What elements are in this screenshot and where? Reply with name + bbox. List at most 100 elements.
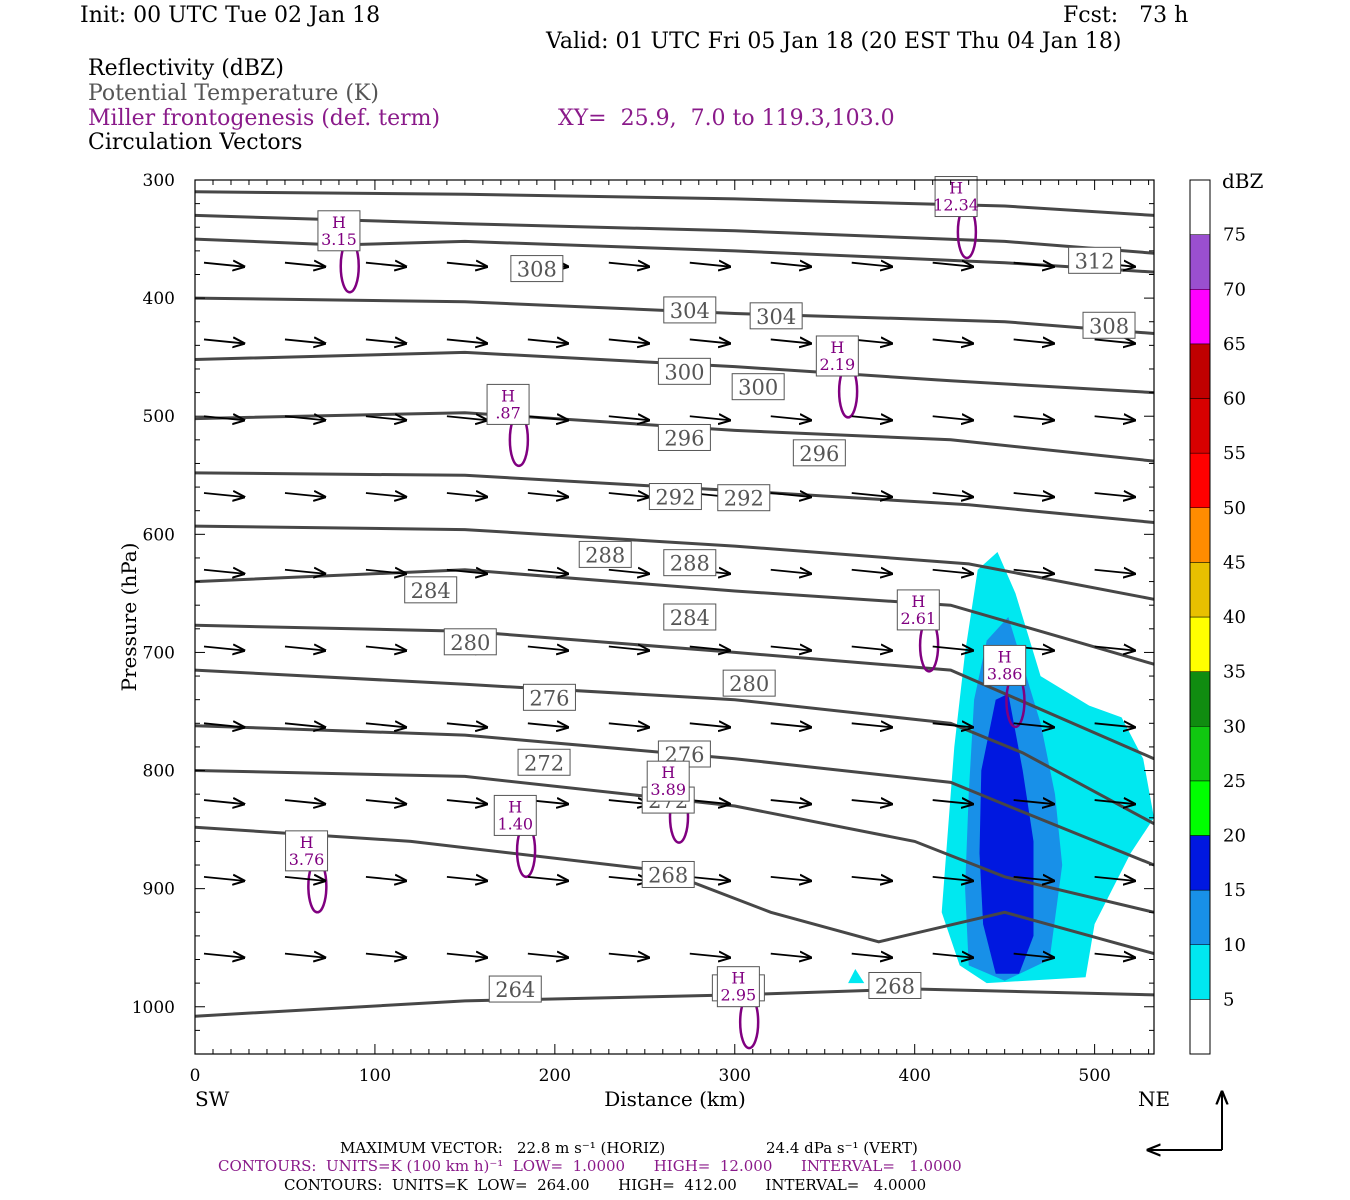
colorbar-swatch: [1189, 889, 1211, 945]
theta-label: 272: [524, 751, 564, 775]
colorbar-swatch: [1189, 616, 1211, 672]
theta-contour: [194, 350, 1155, 395]
fronto-max-box: [486, 383, 530, 425]
circulation-vector: [365, 647, 406, 651]
colorbar-level: 70: [1223, 279, 1246, 300]
circulation-vector: [608, 339, 649, 343]
y-tick-label: 300: [143, 171, 175, 191]
fronto-max-marker: H: [731, 969, 745, 988]
circulation-vector: [932, 954, 973, 958]
circulation-vector: [1013, 800, 1054, 804]
circulation-vector: [365, 800, 406, 804]
y-tick-label: 600: [143, 525, 175, 545]
colorbar-swatch: [1189, 507, 1211, 563]
theta-label-box: [792, 439, 846, 467]
circulation-vector: [365, 570, 406, 574]
fronto-max-value: 3.86: [987, 664, 1023, 683]
theta-label-box: [657, 357, 711, 385]
circulation-vector: [1013, 570, 1054, 574]
circulation-vector: [851, 570, 892, 574]
circulation-vector: [203, 416, 244, 420]
theta-label: 276: [529, 686, 569, 710]
y-tick-label: 800: [143, 762, 175, 782]
circulation-vector: [446, 416, 487, 420]
theta-contour: [194, 524, 1155, 601]
fronto-max-marker: H: [501, 386, 515, 405]
theta-label-box: [663, 296, 717, 324]
fronto-max-box: [317, 210, 361, 252]
colorbar-swatch: [1189, 179, 1211, 235]
theta-contour: [194, 769, 1155, 914]
circulation-vector: [689, 263, 730, 267]
circulation-vector: [1094, 647, 1135, 651]
theta-label-box: [663, 549, 717, 577]
circulation-vector: [527, 647, 568, 651]
circulation-vector: [770, 570, 811, 574]
circulation-vector: [770, 416, 811, 420]
max-vector-label: MAXIMUM VECTOR:: [340, 1139, 503, 1157]
circulation-vector: [446, 493, 487, 497]
theta-contour-info: CONTOURS: UNITS=K LOW= 264.00 HIGH= 412.…: [284, 1176, 927, 1194]
circulation-vector: [932, 493, 973, 497]
circulation-vector: [203, 339, 244, 343]
colorbar-swatch: [1189, 999, 1211, 1055]
colorbar-level: 25: [1223, 771, 1246, 792]
theta-contour: [194, 623, 1155, 761]
circulation-vector: [446, 570, 487, 574]
colorbar-level: 60: [1223, 389, 1246, 410]
colorbar-swatch: [1189, 343, 1211, 399]
circulation-vector: [689, 647, 730, 651]
theta-contour: [194, 825, 1155, 956]
circulation-vector: [203, 263, 244, 267]
theta-label-box: [722, 669, 776, 697]
circulation-vector: [932, 723, 973, 727]
circulation-vector: [932, 263, 973, 267]
theta-label: 264: [495, 978, 535, 1002]
circulation-vector: [608, 647, 649, 651]
fronto-max-value: 2.95: [721, 986, 757, 1005]
sw-label: SW: [195, 1087, 230, 1111]
colorbar-swatch: [1189, 671, 1211, 727]
circulation-vector: [932, 570, 973, 574]
field-vectors: Circulation Vectors: [88, 130, 303, 155]
fronto-max-value: .87: [495, 403, 520, 422]
xy-range: XY= 25.9, 7.0 to 119.3,103.0: [558, 106, 895, 131]
theta-label: 312: [1075, 249, 1115, 273]
fronto-max-marker: H: [300, 833, 314, 852]
circulation-vector: [1094, 339, 1135, 343]
circulation-vector: [770, 723, 811, 727]
colorbar-swatch: [1189, 835, 1211, 891]
axes: 0 100 200 300 400 500 300 400 500 600 700 800 900 100…: [117, 171, 1170, 1111]
circulation-vectors: [203, 263, 1135, 958]
theta-contour: [194, 213, 1155, 255]
colorbar-swatch: [1189, 234, 1211, 290]
theta-label: 296: [664, 426, 704, 450]
fronto-max-value: 3.76: [289, 850, 325, 869]
circulation-vector: [932, 647, 973, 651]
circulation-vector: [527, 416, 568, 420]
y-tick-label: 500: [143, 407, 175, 427]
fronto-max-box: [716, 966, 760, 1008]
circulation-vector: [365, 723, 406, 727]
theta-contour: [194, 987, 1155, 1018]
colorbar-swatch: [1189, 944, 1211, 1000]
circulation-vector: [284, 647, 325, 651]
fronto-contour-info: CONTOURS: UNITS=K (100 km h)⁻¹ LOW= 1.00…: [218, 1157, 962, 1175]
theta-label: 292: [655, 486, 695, 510]
circulation-vector: [608, 954, 649, 958]
circulation-vector: [446, 954, 487, 958]
fronto-max-marker: H: [949, 179, 963, 198]
colorbar-level: 35: [1223, 662, 1246, 683]
colorbar-level: 20: [1223, 826, 1246, 847]
fronto-max-box: [934, 176, 978, 218]
circulation-vector: [689, 800, 730, 804]
theta-label: 304: [756, 305, 796, 329]
circulation-vector: [527, 570, 568, 574]
circulation-vector: [284, 954, 325, 958]
circulation-vector: [446, 263, 487, 267]
field-reflectivity: Reflectivity (dBZ): [88, 56, 284, 81]
colorbar-level: 30: [1223, 716, 1246, 737]
fronto-max-value: 1.40: [497, 814, 533, 833]
colorbar-level: 50: [1223, 498, 1246, 519]
